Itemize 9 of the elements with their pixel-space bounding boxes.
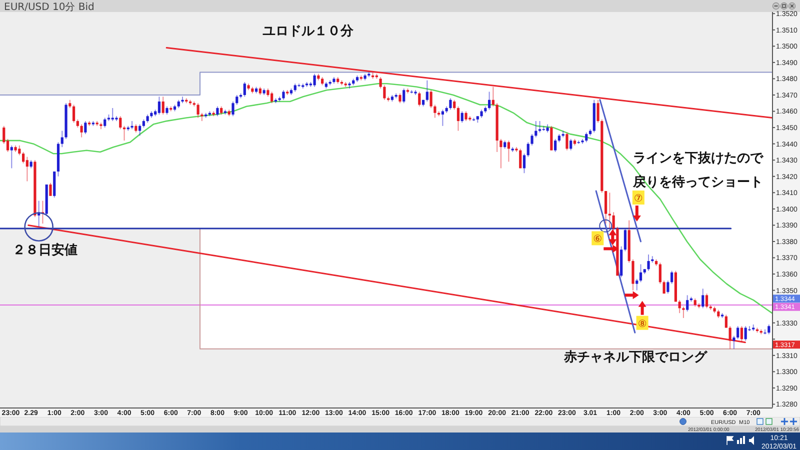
annotation: ⑦	[634, 194, 643, 205]
annotation: ラインを下抜けたので	[633, 151, 764, 166]
chart-subtitle: EUR/USD 10分 Bid	[4, 1, 94, 13]
annotation: 戻りを待ってショート	[632, 174, 763, 190]
text: ユロドル１０分	[262, 24, 354, 39]
annotation: ⑧	[638, 318, 647, 330]
annotation: 赤チャネル下限でロング	[563, 350, 708, 365]
annotation: ２８日安値	[12, 242, 78, 258]
annotation: ⑥	[593, 234, 602, 246]
